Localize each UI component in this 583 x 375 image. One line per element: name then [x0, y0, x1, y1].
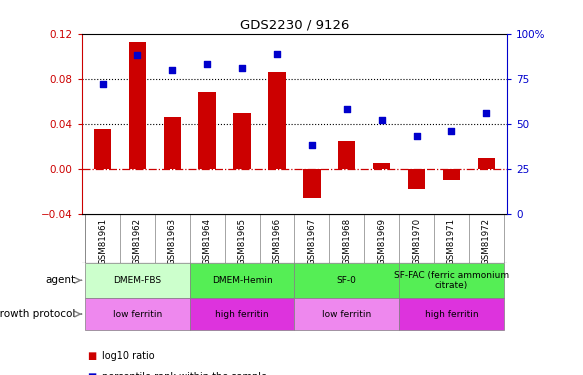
Bar	[129, 42, 146, 169]
Point	[342, 106, 352, 112]
Bar	[233, 112, 251, 169]
Bar	[198, 92, 216, 169]
Text: log10 ratio: log10 ratio	[102, 351, 154, 361]
Point	[237, 65, 247, 71]
Point	[412, 134, 421, 140]
Bar	[338, 141, 356, 169]
Text: DMEM-Hemin: DMEM-Hemin	[212, 276, 272, 285]
Point	[98, 81, 107, 87]
Text: GSM81971: GSM81971	[447, 217, 456, 265]
Bar	[399, 298, 504, 330]
Text: GSM81966: GSM81966	[272, 217, 282, 265]
Text: low ferritin: low ferritin	[322, 310, 371, 319]
Text: GSM81968: GSM81968	[342, 217, 351, 265]
Point	[202, 62, 212, 68]
Text: GSM81972: GSM81972	[482, 217, 491, 265]
Text: growth protocol: growth protocol	[0, 309, 76, 319]
Bar	[373, 163, 391, 169]
Text: GSM81970: GSM81970	[412, 217, 421, 265]
Bar	[94, 129, 111, 169]
Bar	[164, 117, 181, 169]
Point	[168, 67, 177, 73]
Bar	[442, 169, 460, 180]
Text: DMEM-FBS: DMEM-FBS	[113, 276, 161, 285]
Point	[482, 110, 491, 116]
Text: ■: ■	[87, 372, 97, 375]
Point	[377, 117, 387, 123]
Text: percentile rank within the sample: percentile rank within the sample	[102, 372, 267, 375]
Text: GSM81964: GSM81964	[203, 217, 212, 265]
Text: GSM81967: GSM81967	[307, 217, 317, 265]
Bar	[294, 298, 399, 330]
Text: ■: ■	[87, 351, 97, 361]
Text: low ferritin: low ferritin	[113, 310, 162, 319]
Text: high ferritin: high ferritin	[215, 310, 269, 319]
Bar	[477, 158, 495, 169]
Point	[447, 128, 456, 134]
Bar	[408, 169, 425, 189]
Text: SF-0: SF-0	[337, 276, 357, 285]
Text: GSM81969: GSM81969	[377, 217, 386, 265]
Text: GSM81961: GSM81961	[98, 217, 107, 265]
Point	[307, 142, 317, 148]
Bar	[399, 262, 504, 298]
Point	[272, 51, 282, 57]
Point	[133, 53, 142, 58]
Bar	[303, 169, 321, 198]
Text: GSM81962: GSM81962	[133, 217, 142, 265]
Bar	[85, 262, 189, 298]
Text: GSM81963: GSM81963	[168, 217, 177, 265]
Bar	[85, 298, 189, 330]
Bar	[294, 262, 399, 298]
Text: GSM81965: GSM81965	[238, 217, 247, 265]
Text: agent: agent	[45, 275, 76, 285]
Bar	[189, 262, 294, 298]
Bar	[268, 72, 286, 169]
Bar	[189, 298, 294, 330]
Text: high ferritin: high ferritin	[424, 310, 478, 319]
Text: SF-FAC (ferric ammonium
citrate): SF-FAC (ferric ammonium citrate)	[394, 271, 509, 290]
Title: GDS2230 / 9126: GDS2230 / 9126	[240, 18, 349, 31]
